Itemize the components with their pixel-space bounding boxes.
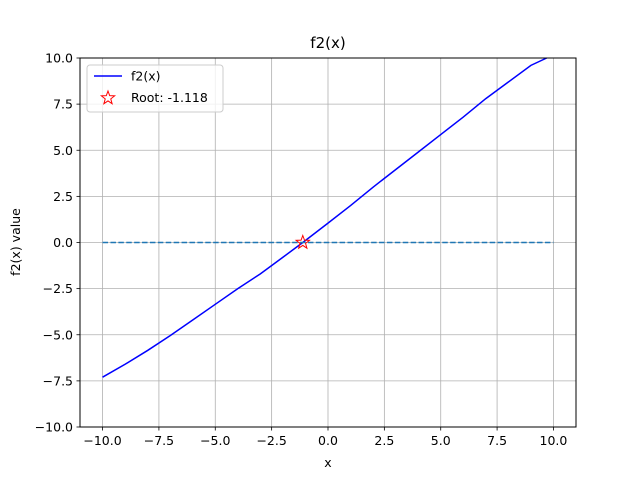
x-tick-label: 2.5 xyxy=(374,433,394,448)
y-tick-label: 10.0 xyxy=(45,51,73,66)
x-tick-label: −5.0 xyxy=(200,433,230,448)
legend-star-swatch xyxy=(99,89,117,105)
y-tick-label: −10.0 xyxy=(35,420,73,435)
x-tick-label: 0.0 xyxy=(318,433,338,448)
root-star-marker xyxy=(294,234,311,250)
marker-layer xyxy=(294,234,311,250)
legend-label-root: Root: -1.118 xyxy=(131,90,208,105)
y-tick-label: 2.5 xyxy=(53,189,73,204)
y-tick-label: 5.0 xyxy=(53,143,73,158)
tick-layer: −10.0 −7.5 −5.0 −2.5 0.0 2.5 5.0 7.5 10.0 −10.0 −7… xyxy=(35,51,568,449)
y-axis-label: f2(x) value xyxy=(8,208,23,276)
legend: f2(x) Root: -1.118 xyxy=(86,64,224,113)
y-tick-label: −7.5 xyxy=(43,373,73,388)
series-layer xyxy=(102,57,554,378)
legend-label-series: f2(x) xyxy=(131,69,161,84)
x-axis-label: x xyxy=(324,455,331,470)
x-tick-label: 7.5 xyxy=(487,433,507,448)
y-tick-label: 7.5 xyxy=(53,97,73,112)
x-tick-label: −7.5 xyxy=(144,433,174,448)
x-tick-label: −10.0 xyxy=(83,433,121,448)
x-tick-label: 5.0 xyxy=(431,433,451,448)
x-tick-label: −2.5 xyxy=(256,433,286,448)
x-tick-label: 10.0 xyxy=(540,433,568,448)
chart-title: f2(x) xyxy=(310,34,345,52)
series-line-f2 xyxy=(102,57,548,378)
y-tick-label: −5.0 xyxy=(43,327,73,342)
y-tick-label: 0.0 xyxy=(53,235,73,250)
y-tick-label: −2.5 xyxy=(43,281,73,296)
